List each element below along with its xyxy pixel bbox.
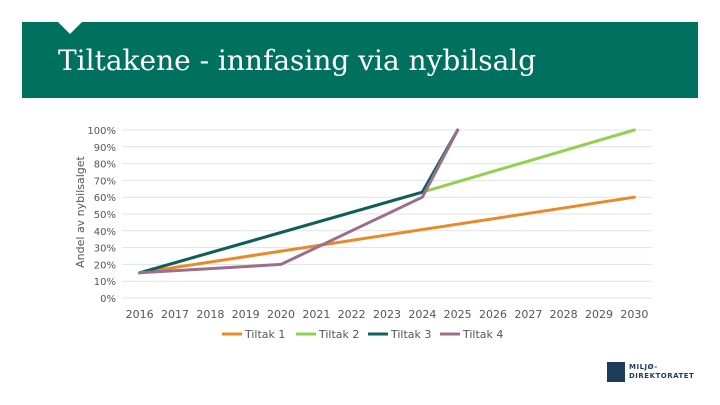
banner-notch xyxy=(58,22,82,34)
x-tick-label: 2020 xyxy=(267,308,295,321)
chart-grid xyxy=(122,129,652,299)
y-tick-label: 0% xyxy=(100,294,116,305)
y-axis-label: Andel av nybilsalget xyxy=(74,155,87,267)
page-title: Tiltakene - innfasing via nybilsalg xyxy=(58,44,537,77)
series-line-tiltak-3 xyxy=(138,128,460,275)
series-line-tiltak-1 xyxy=(138,195,636,275)
x-tick-label: 2026 xyxy=(479,308,507,321)
x-tick-label: 2025 xyxy=(444,308,472,321)
y-tick-label: 70% xyxy=(94,176,116,187)
x-tick-label: 2029 xyxy=(585,308,613,321)
legend-label-tiltak-3: Tiltak 3 xyxy=(390,328,431,341)
y-tick-label: 20% xyxy=(94,260,116,271)
y-tick-label: 100% xyxy=(87,126,116,137)
logo-line-1: MILJØ- xyxy=(629,363,658,371)
legend-label-tiltak-4: Tiltak 4 xyxy=(462,328,503,341)
y-tick-label: 50% xyxy=(94,210,116,221)
x-tick-label: 2022 xyxy=(338,308,366,321)
logo-text: MILJØ- DIREKTORATET xyxy=(629,363,694,381)
x-tick-label: 2016 xyxy=(126,308,154,321)
title-banner xyxy=(22,22,698,98)
logo-line-2: DIREKTORATET xyxy=(629,372,695,380)
y-tick-label: 90% xyxy=(94,143,116,154)
logo-mark-icon xyxy=(607,362,625,382)
x-tick-label: 2030 xyxy=(620,308,648,321)
x-tick-label: 2021 xyxy=(302,308,330,321)
x-tick-label: 2018 xyxy=(196,308,224,321)
legend-label-tiltak-2: Tiltak 2 xyxy=(318,328,359,341)
chart-series xyxy=(138,128,636,275)
x-tick-label: 2027 xyxy=(514,308,542,321)
x-tick-label: 2028 xyxy=(550,308,578,321)
x-axis-ticks: 2016 2017 2018 2019 2020 2021 2022 2023 2024 2025… xyxy=(126,308,649,321)
x-tick-label: 2024 xyxy=(408,308,436,321)
y-tick-label: 30% xyxy=(94,244,116,255)
y-tick-label: 40% xyxy=(94,227,116,238)
x-tick-label: 2023 xyxy=(373,308,401,321)
y-tick-label: 10% xyxy=(94,277,116,288)
y-axis-ticks: 0% 10% 20% 30% 40% 50% 60% 70% 80% 90% 100% xyxy=(87,126,116,305)
x-tick-label: 2019 xyxy=(232,308,260,321)
y-tick-label: 80% xyxy=(94,160,116,171)
x-tick-label: 2017 xyxy=(161,308,189,321)
series-line-tiltak-4 xyxy=(138,128,460,275)
miljodirektoratet-logo: MILJØ- DIREKTORATET xyxy=(607,362,699,382)
chart-legend: Tiltak 1 Tiltak 2 Tiltak 3 Tiltak 4 xyxy=(222,328,503,341)
legend-label-tiltak-1: Tiltak 1 xyxy=(244,328,285,341)
y-tick-label: 60% xyxy=(94,193,116,204)
